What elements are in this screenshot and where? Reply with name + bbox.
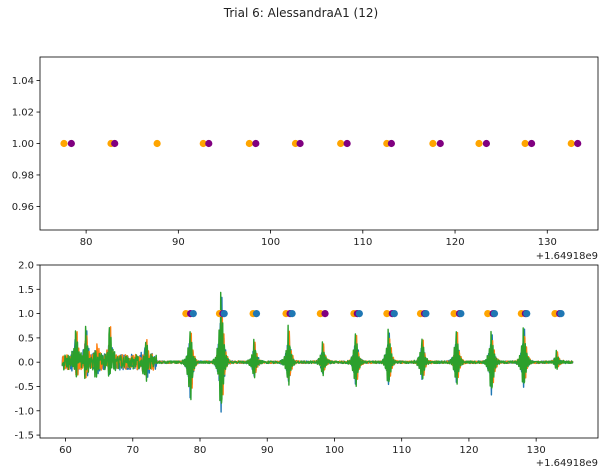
top-orange-point <box>521 139 529 148</box>
top-orange-point <box>60 139 68 148</box>
top-purple-point <box>436 139 444 148</box>
top-purple-point <box>482 139 490 148</box>
bottom-x-tick-label: 120 <box>459 445 478 456</box>
bottom-purple-point <box>321 309 329 318</box>
top-x-tick-label: 130 <box>538 237 557 248</box>
top-y-tick-label: 0.96 <box>12 202 34 213</box>
bottom-x-tick-label: 70 <box>126 445 139 456</box>
bottom-blue-point <box>355 309 363 318</box>
top-purple-point <box>527 139 536 148</box>
bottom-blue-point <box>189 309 197 318</box>
bottom-x-tick-label: 100 <box>325 445 344 456</box>
top-y-tick-label: 0.98 <box>12 170 34 181</box>
top-purple-point <box>67 139 75 148</box>
top-x-tick-label: 90 <box>172 237 185 248</box>
top-purple-point <box>574 139 582 148</box>
bottom-y-tick-label: 2.0 <box>18 261 34 272</box>
top-y-tick-label: 1.04 <box>12 76 34 87</box>
bottom-orange-point <box>383 309 391 318</box>
bottom-blue-point <box>390 309 398 318</box>
top-x-tick-label: 80 <box>80 237 93 248</box>
bottom-blue-point <box>288 309 296 318</box>
top-purple-point <box>387 139 396 148</box>
bottom-x-tick-label: 60 <box>59 445 72 456</box>
bottom-blue-point <box>523 309 531 318</box>
bottom-blue-point <box>457 309 465 318</box>
figure-title: Trial 6: AlessandraA1 (12) <box>223 6 378 20</box>
top-orange-point <box>153 139 161 148</box>
bottom-blue-point <box>490 309 499 318</box>
bottom-signal-plot: 60 70 80 90 100 110 120 130 -1.5 -1.0 -0.5 0.0 0.5 1.… <box>14 261 599 469</box>
top-orange-point <box>199 139 207 148</box>
bottom-x-tick-label: 90 <box>261 445 274 456</box>
bottom-blue-point <box>220 309 228 318</box>
bottom-y-tick-label: 1.5 <box>18 285 34 296</box>
top-x-tick-label: 110 <box>353 237 372 248</box>
bottom-orange-point <box>450 309 458 318</box>
top-y-tick-label: 1.02 <box>12 108 34 119</box>
bottom-x-tick-label: 110 <box>392 445 411 456</box>
signal-line-green <box>61 291 574 404</box>
bottom-y-tick-label: -0.5 <box>14 382 34 393</box>
top-x-tick-label: 120 <box>445 237 464 248</box>
bottom-y-tick-label: -1.5 <box>14 431 34 442</box>
top-x-offset-label: +1.64918e9 <box>536 251 598 262</box>
bottom-y-tick-label: 0.0 <box>18 358 34 369</box>
top-scatter-plot: 80 90 100 110 120 130 0.96 0.98 1.00 1.02 1.04 +1.… <box>12 56 599 262</box>
top-purple-point <box>205 139 213 148</box>
bottom-y-tick-label: -1.0 <box>14 406 34 417</box>
top-purple-point <box>343 139 351 148</box>
bottom-y-tick-label: 0.5 <box>18 333 34 344</box>
top-orange-point <box>245 139 253 148</box>
top-purple-point <box>296 139 304 148</box>
top-orange-point <box>475 139 483 148</box>
top-y-tick-label: 1.00 <box>12 139 34 150</box>
bottom-x-offset-label: +1.64918e9 <box>536 458 598 469</box>
top-purple-point <box>252 139 260 148</box>
top-purple-point <box>111 139 119 148</box>
bottom-blue-point <box>422 309 430 318</box>
bottom-orange-point <box>484 309 492 318</box>
top-x-tick-label: 100 <box>261 237 280 248</box>
bottom-y-tick-label: 1.0 <box>18 309 34 320</box>
bottom-blue-point <box>252 309 261 318</box>
bottom-x-tick-label: 130 <box>527 445 546 456</box>
bottom-blue-point <box>557 309 565 318</box>
bottom-plot-area <box>39 264 599 439</box>
top-orange-point <box>337 139 345 148</box>
top-orange-point <box>567 139 575 148</box>
bottom-x-tick-label: 80 <box>194 445 207 456</box>
top-orange-point <box>429 139 437 148</box>
